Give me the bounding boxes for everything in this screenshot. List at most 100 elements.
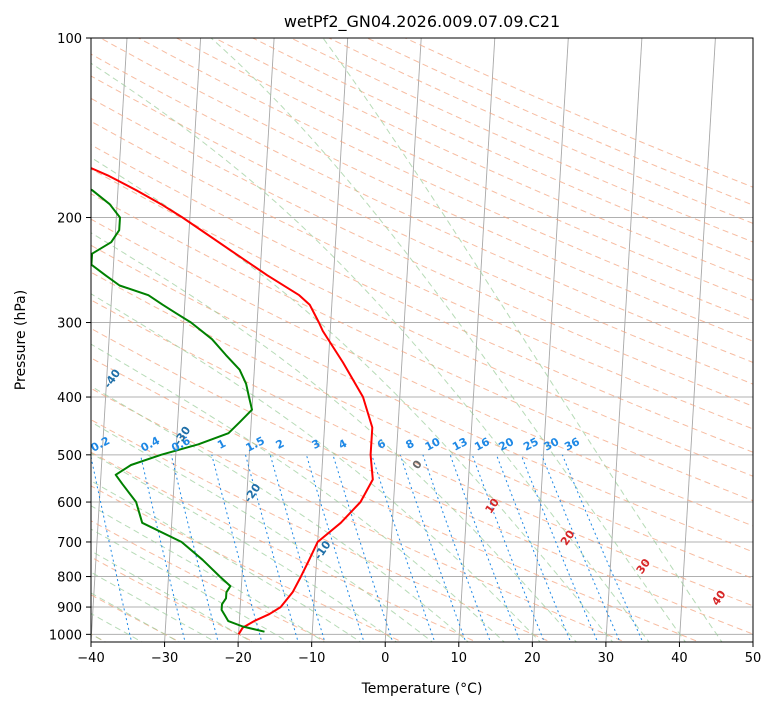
dry-adiabat-line: [91, 168, 753, 477]
dry-adiabat-line: [91, 387, 627, 642]
moist-adiabat-line: [91, 505, 326, 642]
x-tick-label: −20: [224, 651, 251, 666]
dry-adiabat-line: [91, 244, 753, 553]
grid-layer: [0, 25, 753, 645]
moist-adiabat-line: [91, 156, 614, 642]
mixing-ratio-line: [332, 454, 394, 642]
dry-adiabat-line: [91, 299, 753, 607]
moist-adiabat-line: [91, 528, 290, 642]
mixing-ratio-line: [471, 454, 545, 642]
mixing-ratio-label: 1.5: [244, 434, 267, 455]
mixing-ratio-line: [496, 454, 572, 642]
mixing-ratio-line: [561, 454, 644, 642]
dry-adiabat-line: [91, 520, 330, 642]
y-tick-label: 400: [57, 391, 82, 406]
dry-adiabat-label: -40: [101, 367, 123, 391]
dry-adiabat-line: [213, 38, 753, 281]
y-tick-label: 800: [57, 571, 82, 586]
x-tick-label: 10: [451, 651, 468, 666]
x-tick-label: 20: [524, 651, 541, 666]
temperature-profile-line: [91, 166, 374, 635]
mixing-ratio-line: [305, 454, 365, 642]
dry-adiabat-line: [91, 97, 753, 407]
isotherm-line: [384, 38, 422, 642]
mixing-ratio-line: [541, 454, 621, 642]
moist-adiabat-line: [91, 385, 469, 642]
dry-adiabat-label: -50: [31, 309, 53, 333]
dry-adiabat-line: [175, 38, 753, 301]
dry-adiabat-line: [91, 357, 701, 642]
isotherm-line: [91, 38, 128, 642]
mixing-ratio-line: [140, 454, 186, 642]
moist-adiabat-label: 10: [483, 496, 503, 516]
mixing-ratio-label: 30: [542, 435, 562, 454]
y-tick-label: 300: [57, 317, 82, 332]
y-tick-label: 1000: [49, 628, 82, 643]
dry-adiabat-line: [91, 451, 478, 642]
mixing-ratio-label: 36: [562, 435, 582, 454]
mixing-ratio-label: 16: [472, 435, 492, 454]
dry-adiabat-line: [137, 38, 753, 322]
moist-adiabat-line: [0, 25, 73, 645]
dry-adiabat-line: [91, 327, 753, 635]
moist-adiabat-line: [91, 480, 362, 642]
isotherm-line: [605, 38, 643, 642]
y-axis-label: Pressure (hPa): [13, 290, 29, 390]
mixing-ratio-label: 0.2: [89, 434, 112, 455]
mixing-ratio-line: [422, 454, 492, 642]
dry-adiabat-line: [91, 120, 753, 430]
mixing-ratio-line: [170, 454, 219, 642]
mixing-ratio-line: [449, 454, 521, 642]
dry-adiabat-line: [91, 556, 255, 642]
mixing-ratio-line: [520, 454, 599, 642]
mixing-ratio-label: 0.4: [139, 434, 163, 455]
mixing-ratio-label: 1: [215, 437, 228, 452]
moist-adiabat-line: [91, 550, 253, 642]
moist-adiabat-line: [91, 62, 650, 642]
moist-adiabat-line: [210, 38, 687, 642]
y-tick-label: 600: [57, 496, 82, 511]
mixing-ratio-line: [211, 454, 263, 642]
x-tick-label: 40: [671, 651, 688, 666]
dry-adiabat-line: [289, 38, 753, 243]
x-tick-label: 50: [745, 651, 762, 666]
mixing-ratio-label: 13: [450, 435, 470, 454]
moist-adiabat-line: [91, 343, 505, 642]
dry-adiabat-line: [99, 38, 753, 342]
mixing-ratio-label: 8: [404, 437, 417, 452]
mixing-ratio-line: [371, 454, 436, 642]
curve-label-layer: 0.10.20.40.611.52346810131620253036-100-…: [31, 309, 729, 608]
mixing-ratio-label: 6: [375, 437, 388, 452]
y-tick-label: 200: [57, 212, 82, 227]
chart-title: wetPf2_GN04.2026.009.07.09.C21: [284, 12, 560, 32]
moist-adiabat-line: [91, 452, 398, 642]
dry-adiabat-line: [91, 193, 753, 502]
mixing-ratio-label: 3: [310, 437, 323, 452]
dry-adiabat-line: [365, 38, 753, 206]
dry-adiabat-line: [91, 144, 753, 453]
x-tick-label: 30: [598, 651, 615, 666]
dry-adiabat-line: [91, 75, 753, 385]
mixing-ratio-line: [245, 454, 299, 642]
profile-layer: [91, 166, 374, 635]
moist-adiabat-label: 40: [709, 588, 729, 608]
dewpoint-profile-line: [91, 188, 265, 633]
y-tick-label: 900: [57, 601, 82, 616]
moist-adiabat-line: [91, 421, 434, 642]
y-tick-label: 700: [57, 536, 82, 551]
isotherm-line: [458, 38, 496, 642]
dry-adiabat-label: -20: [241, 481, 263, 505]
dry-adiabat-line: [91, 485, 404, 642]
isotherm-line: [164, 38, 202, 642]
dry-adiabat-line: [91, 271, 753, 580]
x-tick-label: −40: [77, 651, 104, 666]
y-tick-label: 500: [57, 449, 82, 464]
mixing-ratio-label: 25: [521, 435, 541, 454]
moist-adiabat-line: [91, 232, 577, 642]
axis-tick-layer: −40 −30 −20 −10 0 10 20 30 40 5010020030040050060…: [49, 32, 761, 666]
moist-adiabat-line: [91, 571, 217, 642]
mixing-ratio-line: [399, 454, 467, 642]
isotherm-line: [752, 634, 753, 642]
x-tick-label: −10: [298, 651, 325, 666]
x-axis-label: Temperature (°C): [361, 681, 483, 697]
